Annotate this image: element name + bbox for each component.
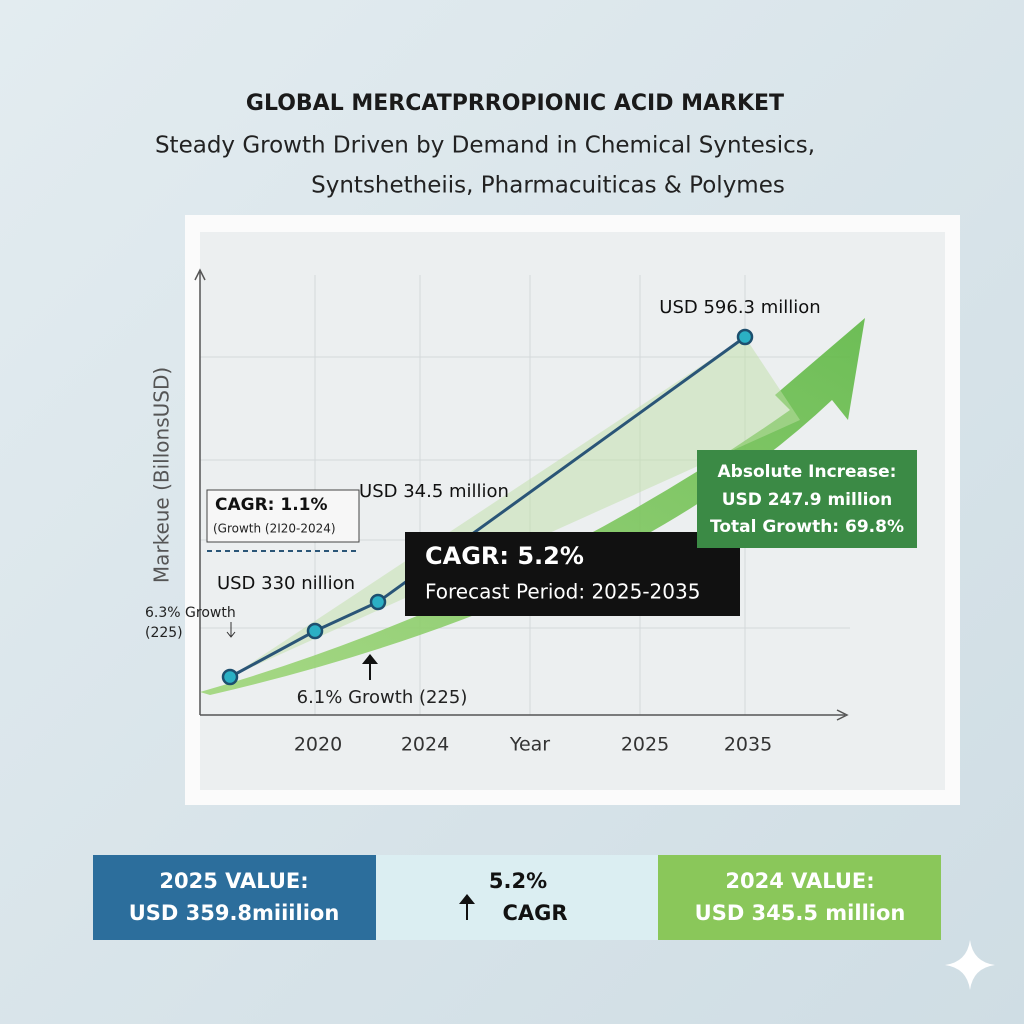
point-label: USD 596.3 million	[659, 297, 820, 318]
title: GLOBAL MERCATPRROPIONIC ACID MARKET	[246, 91, 784, 116]
small-arrow	[226, 622, 236, 638]
summary-label: 2024 VALUE:	[725, 869, 874, 893]
subtitle: Steady Growth Driven by Demand in Chemic…	[155, 133, 815, 159]
area-shade	[230, 337, 800, 677]
summary-value: USD 345.5 million	[695, 901, 906, 925]
summary-box	[376, 855, 658, 940]
x-label: 2025	[621, 734, 669, 756]
growth-bottom: 6.1% Growth (225)	[297, 687, 468, 708]
up-arrow	[362, 654, 378, 680]
cagr-history-note: (Growth (2I20-2024)	[213, 522, 336, 536]
increase-text: Total Growth: 69.8%	[710, 517, 904, 537]
increase-text: USD 247.9 million	[722, 490, 893, 510]
point-label: USD 330 nillion	[217, 573, 355, 594]
cagr-forecast-note: Forecast Period: 2025-2035	[425, 580, 700, 604]
x-label: 2035	[724, 734, 772, 756]
x-label: 2020	[294, 734, 342, 756]
summary-label: 5.2%	[489, 869, 547, 893]
x-axis-label: Year	[509, 734, 550, 756]
sparkle	[945, 940, 995, 990]
up-arrow	[459, 894, 475, 920]
cagr-forecast-title: CAGR: 5.2%	[425, 542, 584, 570]
growth-left: 6.3% Growth	[145, 605, 236, 621]
y-axis-label: Markeue (BillonsUSD)	[150, 367, 174, 583]
summary-box	[93, 855, 376, 940]
summary-value: USD 359.8miiilion	[129, 901, 340, 925]
x-label: 2024	[401, 734, 449, 756]
trend-line	[229, 335, 746, 679]
increase-box	[697, 450, 917, 548]
summary-box	[658, 855, 941, 940]
point-label: USD 34.5 million	[359, 481, 509, 502]
growth-left: (225)	[145, 625, 183, 641]
summary-label: 2025 VALUE:	[159, 869, 308, 893]
axes	[194, 268, 849, 721]
cagr-history-box	[206, 489, 360, 543]
summary-value: CAGR	[502, 901, 567, 925]
cagr-forecast-box	[405, 532, 740, 616]
increase-text: Absolute Increase:	[718, 462, 897, 482]
cagr-history-title: CAGR: 1.1%	[215, 495, 328, 515]
subtitle: Syntshetheiis, Pharmacuiticas & Polymes	[311, 173, 785, 199]
points	[221, 328, 754, 686]
